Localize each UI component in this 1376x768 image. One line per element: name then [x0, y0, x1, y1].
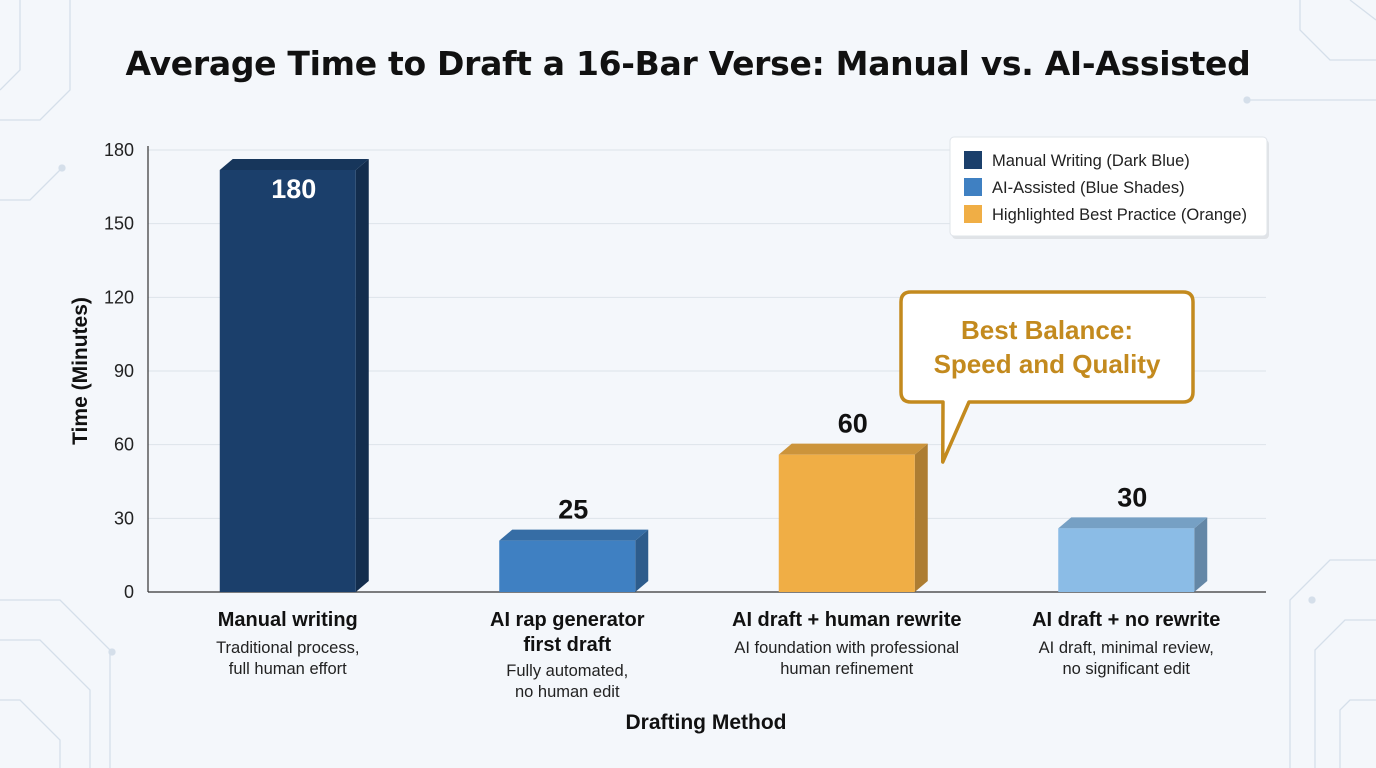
y-tick-label: 150 — [104, 214, 134, 234]
x-tick-label: Manual writing — [218, 609, 358, 631]
x-axis-title: Drafting Method — [626, 711, 787, 734]
bar-top — [219, 159, 369, 170]
bar-value-label: 60 — [838, 409, 868, 439]
category-description: Traditional process, — [216, 639, 359, 657]
legend-label: AI-Assisted (Blue Shades) — [992, 179, 1185, 197]
legend — [949, 136, 1268, 237]
bar — [778, 454, 915, 592]
y-tick-label: 120 — [104, 287, 134, 307]
category-description: no human edit — [515, 683, 620, 701]
bar-side — [914, 443, 928, 592]
legend-label: Highlighted Best Practice (Orange) — [992, 206, 1247, 224]
category-description: no significant edit — [1063, 660, 1191, 678]
bar — [1058, 528, 1195, 592]
bar-top — [778, 443, 928, 455]
annotation-text: Speed and Quality — [934, 349, 1161, 379]
bar-value-label: 25 — [558, 495, 588, 525]
y-tick-label: 0 — [124, 582, 134, 602]
category-description: Fully automated, — [506, 662, 628, 680]
bar-side — [1194, 517, 1208, 592]
bar-value-label: 180 — [271, 174, 316, 204]
category-description: full human effort — [229, 660, 347, 678]
chart-title: Average Time to Draft a 16-Bar Verse: Ma… — [125, 44, 1251, 83]
y-axis-title: Time (Minutes) — [69, 297, 92, 445]
category-description: human refinement — [780, 660, 913, 678]
x-tick-label: first draft — [523, 634, 611, 656]
x-tick-label: AI draft + no rewrite — [1032, 609, 1220, 631]
x-tick-label: AI rap generator — [490, 609, 645, 631]
x-tick-label: AI draft + human rewrite — [732, 609, 962, 631]
bar-side — [635, 529, 649, 592]
legend-swatch — [964, 205, 982, 223]
category-description: AI draft, minimal review, — [1039, 639, 1214, 657]
bar-top — [1058, 517, 1208, 529]
y-tick-label: 30 — [114, 508, 134, 528]
y-tick-label: 90 — [114, 361, 134, 381]
y-tick-label: 60 — [114, 435, 134, 455]
bar-value-label: 30 — [1117, 482, 1147, 512]
legend-swatch — [964, 151, 982, 169]
annotation-callout — [899, 290, 1195, 464]
bar — [499, 540, 636, 592]
y-tick-label: 180 — [104, 140, 134, 160]
bar-top — [499, 529, 649, 541]
bar-side — [355, 159, 369, 592]
legend-label: Manual Writing (Dark Blue) — [992, 152, 1190, 170]
bar — [219, 170, 356, 592]
legend-swatch — [964, 178, 982, 196]
category-description: AI foundation with professional — [734, 639, 959, 657]
annotation-text: Best Balance: — [961, 315, 1133, 345]
